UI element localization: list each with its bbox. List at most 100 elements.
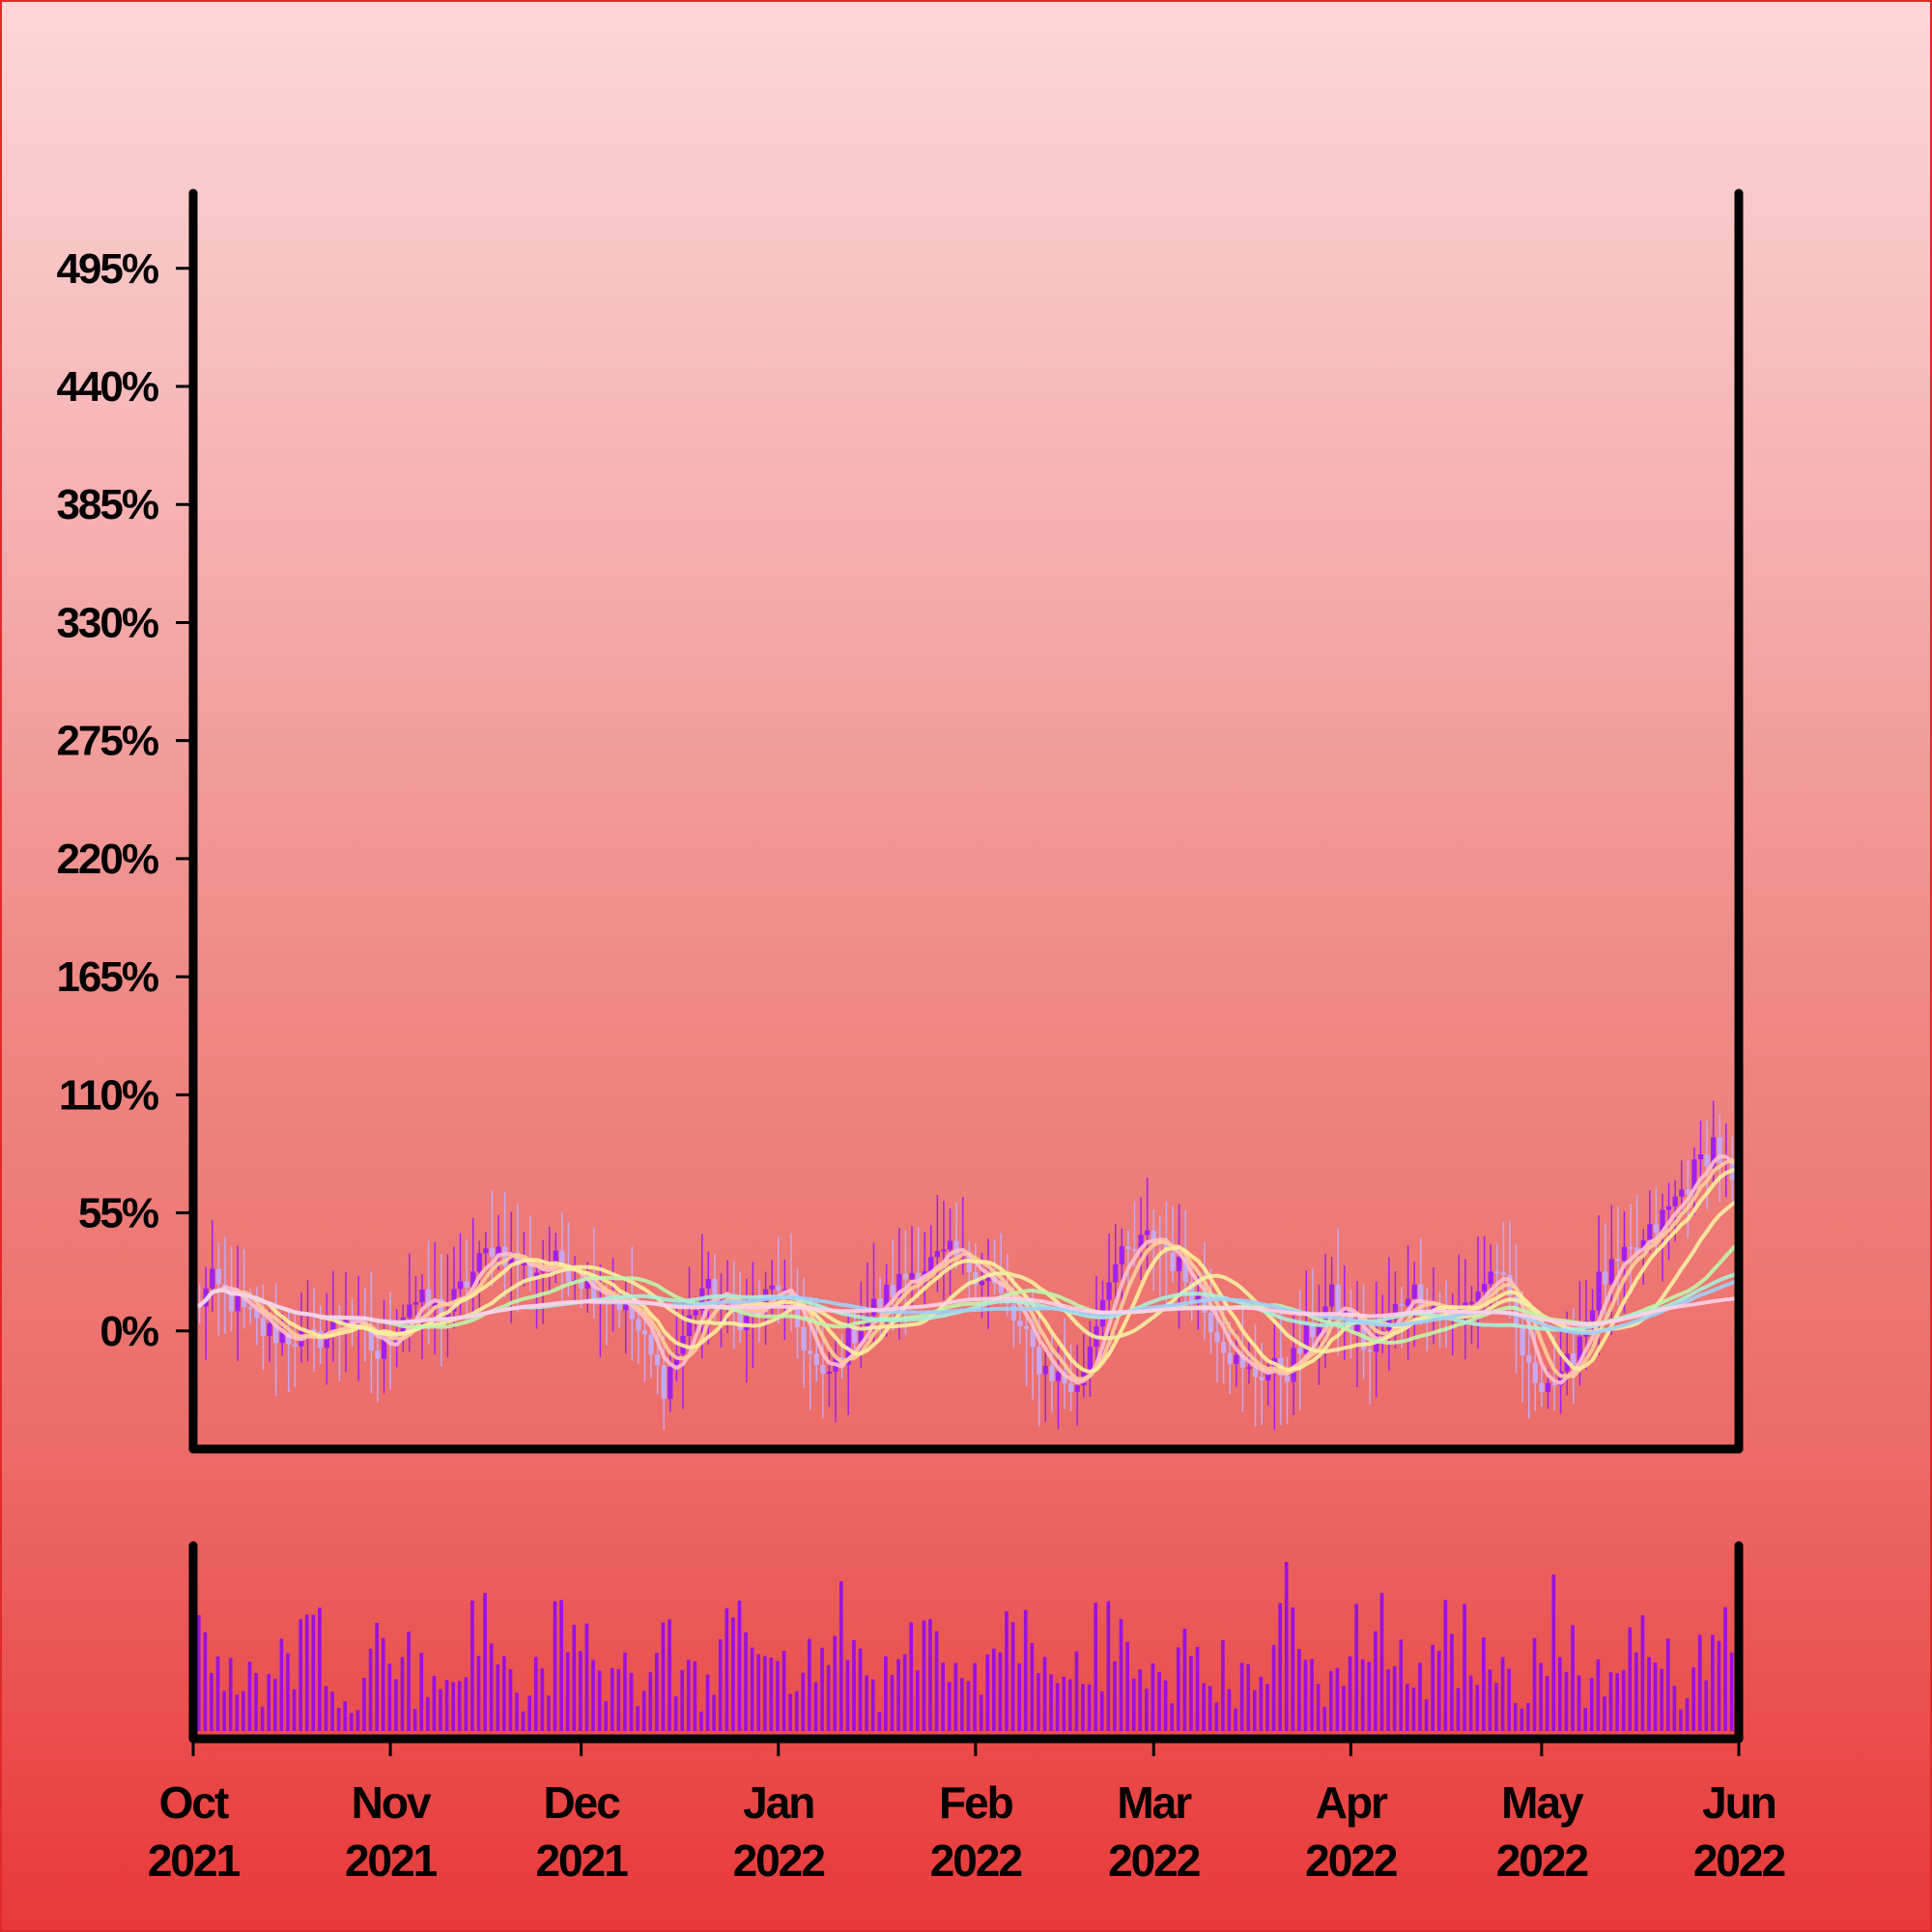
candle-body [1265, 1372, 1271, 1381]
volume-bar [686, 1660, 691, 1731]
volume-bar [934, 1631, 939, 1731]
candle-body [1023, 1325, 1030, 1329]
candle-body [559, 1250, 565, 1264]
volume-bar [865, 1675, 868, 1731]
candle-body [1195, 1295, 1201, 1303]
candle-body [527, 1260, 533, 1279]
volume-bar [565, 1652, 570, 1731]
candle-body [1055, 1372, 1062, 1381]
y-tick-label: 55% [78, 1190, 158, 1237]
candle-body [235, 1295, 241, 1312]
volume-bar [1367, 1662, 1372, 1731]
candle-body [267, 1323, 272, 1336]
moving-average-line [192, 1158, 1741, 1381]
volume-bar [1328, 1670, 1333, 1731]
candle-body [483, 1248, 489, 1254]
volume-bar [343, 1700, 348, 1731]
volume-bar [1157, 1671, 1161, 1731]
candle-body [476, 1253, 482, 1272]
candle-body [1138, 1235, 1144, 1250]
volume-bar [279, 1638, 284, 1731]
candle-body [915, 1272, 922, 1284]
volume-bar [425, 1696, 430, 1731]
candle-body [432, 1298, 438, 1307]
volume-bar [788, 1693, 792, 1731]
candle-body [318, 1331, 324, 1349]
candle-body [648, 1334, 654, 1355]
candle-body [985, 1276, 991, 1282]
candle-body [242, 1295, 247, 1307]
volume-bar [1360, 1659, 1365, 1731]
volume-bar [1042, 1657, 1047, 1731]
volume-bar [1176, 1647, 1180, 1731]
volume-bar [1628, 1627, 1633, 1731]
candle-body [419, 1289, 425, 1303]
x-tick-label-month: Dec [543, 1777, 620, 1828]
volume-bar [693, 1661, 697, 1731]
candle-body [1577, 1336, 1583, 1366]
volume-bar [521, 1711, 526, 1731]
candle-body [813, 1353, 819, 1366]
volume-bar [1589, 1678, 1594, 1731]
volume-bar [597, 1670, 602, 1731]
y-tick-label: 440% [56, 363, 157, 411]
candle-body [1037, 1347, 1042, 1375]
candle-body [1621, 1246, 1628, 1261]
candle-body [1030, 1328, 1036, 1348]
candle-body [744, 1316, 750, 1331]
y-tick-label: 495% [56, 245, 157, 293]
volume-bar [1463, 1604, 1466, 1731]
candle-body [1615, 1259, 1621, 1262]
volume-bar [610, 1667, 614, 1731]
volume-bar [762, 1656, 767, 1731]
volume-bar [750, 1647, 754, 1731]
candle-body [1297, 1348, 1303, 1354]
volume-bar [1030, 1642, 1035, 1731]
candle-body [375, 1350, 381, 1359]
candle-body [1087, 1347, 1094, 1372]
volume-bar [623, 1652, 627, 1731]
candle-body [1252, 1367, 1259, 1378]
candle-body [1571, 1353, 1577, 1366]
volume-bar [1551, 1575, 1556, 1731]
volume-bar [1017, 1662, 1022, 1731]
candle-body [1354, 1324, 1360, 1332]
volume-bar [439, 1689, 442, 1731]
volume-bar [311, 1614, 316, 1731]
volume-bar [1526, 1702, 1530, 1731]
volume-bar [1711, 1634, 1715, 1731]
volume-bar [1234, 1708, 1237, 1731]
candle-body [1628, 1246, 1634, 1249]
volume-bars [190, 1562, 1741, 1731]
candle-body [1660, 1209, 1665, 1234]
volume-bar [1539, 1662, 1543, 1731]
volume-bar [1005, 1610, 1009, 1731]
volume-bar [1418, 1662, 1422, 1731]
volume-bar [1113, 1661, 1117, 1731]
volume-bar [1392, 1665, 1397, 1731]
volume-bar [1151, 1662, 1155, 1731]
volume-bar [985, 1654, 990, 1731]
volume-bar [1068, 1679, 1072, 1731]
candle-body [826, 1371, 833, 1375]
volume-bar [1189, 1656, 1193, 1731]
volume-bar [1265, 1684, 1269, 1731]
volume-bar [1431, 1644, 1435, 1731]
volume-bar [1723, 1606, 1727, 1731]
moving-average-lines [192, 1153, 1741, 1385]
volume-bar [1482, 1637, 1486, 1731]
x-tick-label-year: 2021 [535, 1835, 628, 1886]
candle-body [1113, 1264, 1119, 1283]
candle-body [457, 1281, 464, 1290]
volume-bar [1049, 1674, 1053, 1731]
candle-body [845, 1328, 851, 1365]
volume-bar [559, 1600, 563, 1731]
y-tick-label: 220% [56, 836, 157, 883]
candle-body [616, 1300, 622, 1311]
volume-bar [973, 1662, 977, 1731]
volume-bar [820, 1647, 824, 1731]
volume-bar [1507, 1668, 1512, 1731]
volume-bar [794, 1690, 799, 1731]
candle-body [1316, 1326, 1322, 1338]
